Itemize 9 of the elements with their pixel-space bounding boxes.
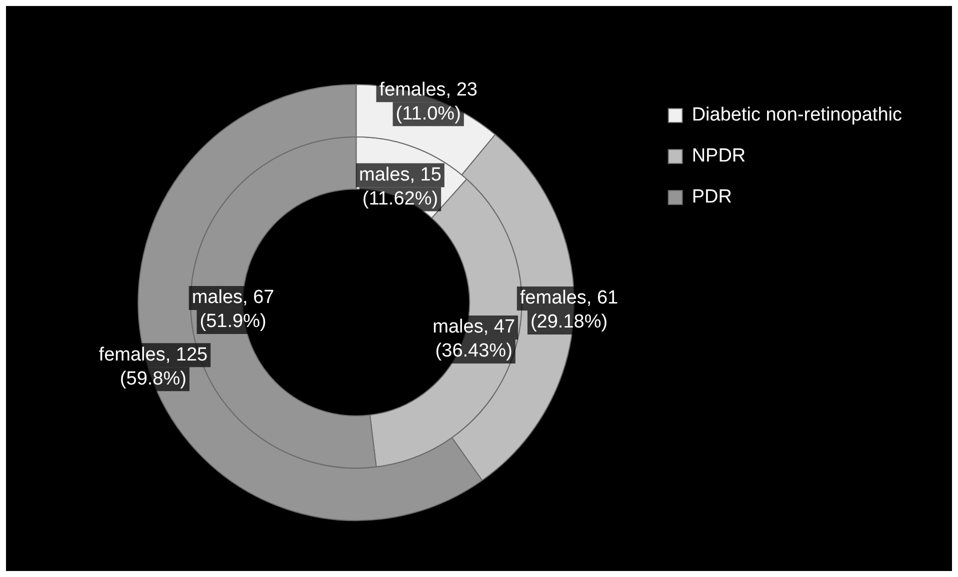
- legend-label: Diabetic non-retinopathic: [692, 104, 902, 126]
- data-label: males, 47 (36.43%): [432, 316, 516, 362]
- data-label: females, 125 (59.8%): [98, 344, 208, 390]
- data-label: males, 15 (11.62%): [359, 164, 442, 210]
- data-label: males, 67 (51.9%): [192, 287, 274, 332]
- data-label: females, 61 (29.18%): [520, 288, 618, 333]
- data-label: females, 23 (11.0%): [379, 79, 478, 124]
- legend-label: NPDR: [692, 146, 746, 167]
- legend-label: PDR: [692, 186, 732, 208]
